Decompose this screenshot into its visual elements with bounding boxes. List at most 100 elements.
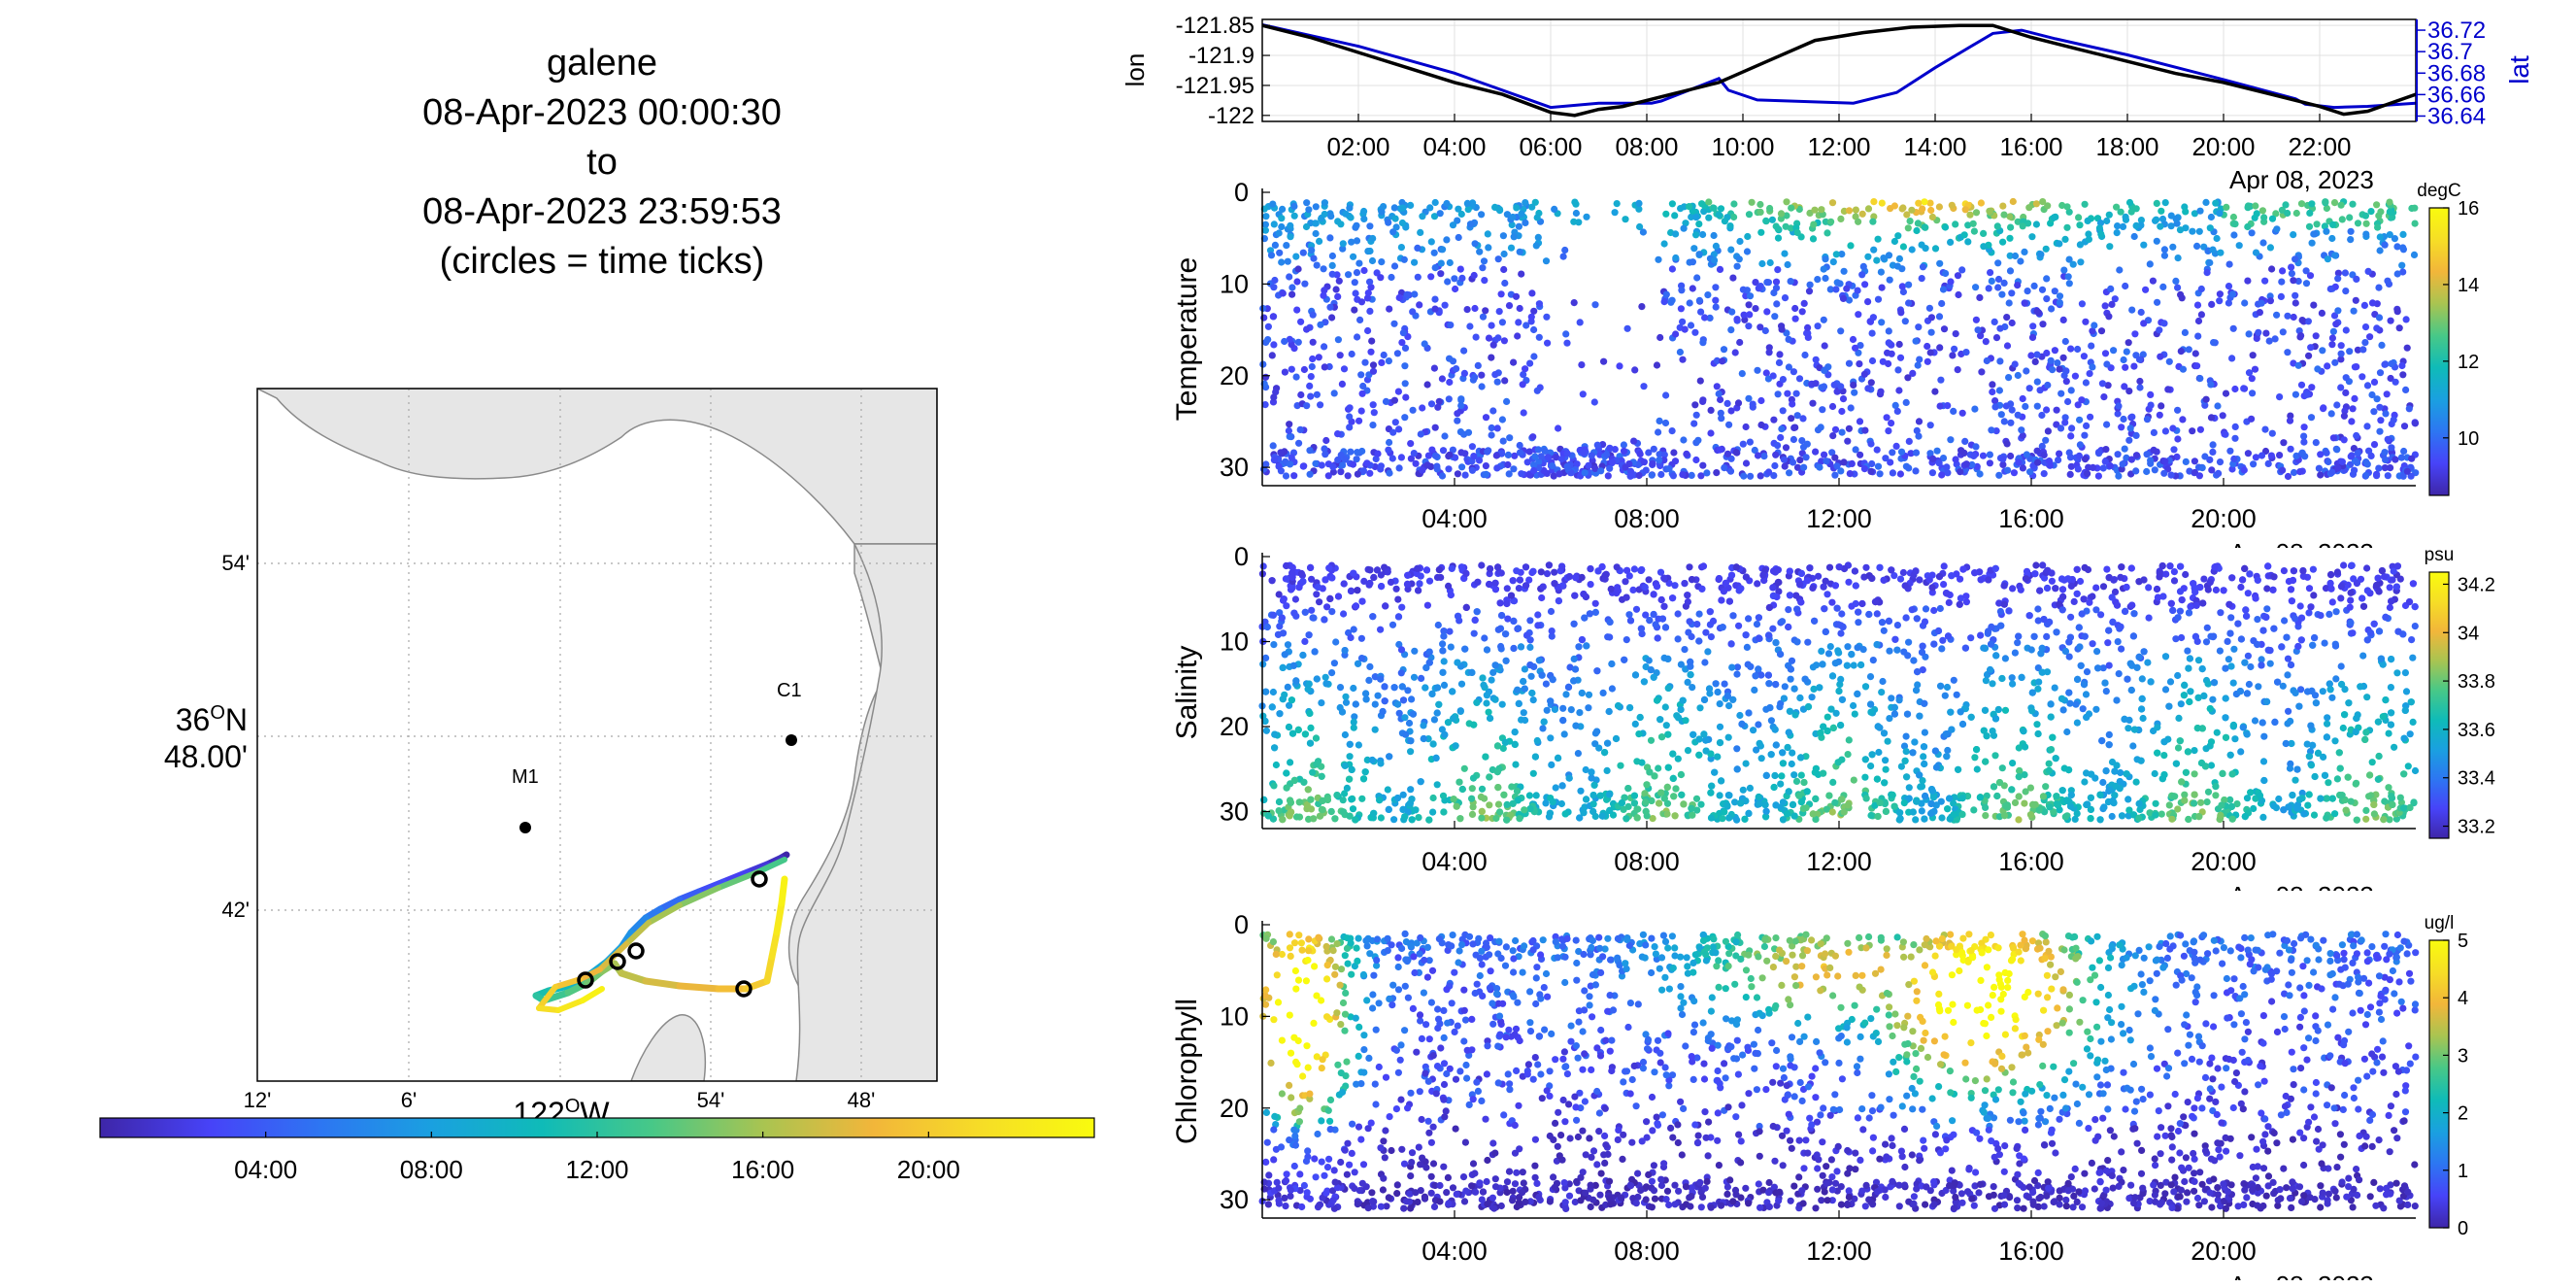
scatter-point [1367, 284, 1375, 291]
scatter-point [1570, 655, 1578, 663]
scatter-point [2406, 730, 2414, 738]
scatter-point [1429, 794, 1437, 802]
scatter-point [1882, 757, 1890, 764]
scatter-point [1898, 283, 1906, 290]
scatter-point [2310, 301, 2318, 309]
scatter-point [2162, 570, 2170, 578]
scatter-point [2342, 288, 2350, 295]
scatter-point [1321, 210, 1328, 219]
scatter-point [1994, 259, 2002, 267]
scatter-point [1631, 720, 1639, 729]
scatter-point [1279, 289, 1287, 297]
scatter-point [2103, 565, 2111, 573]
scatter-point [2393, 270, 2401, 278]
scatter-point [2207, 381, 2215, 389]
scatter-point [1780, 456, 1788, 463]
scatter-point [1648, 471, 1656, 479]
scatter-point [2025, 385, 2033, 392]
scatter-point [2143, 451, 2151, 458]
scatter-point [1270, 393, 1278, 401]
scatter-point [1447, 643, 1455, 651]
scatter-point [1943, 683, 1952, 692]
scatter-point [2398, 361, 2406, 370]
scatter-point [1552, 784, 1559, 792]
scatter-point [1478, 371, 1486, 379]
scatter-point [1407, 455, 1415, 462]
scatter-point [2258, 207, 2266, 215]
scatter-point [2105, 313, 2113, 321]
scatter-point [2140, 241, 2148, 249]
scatter-point [2136, 384, 2144, 391]
scatter-point [2342, 389, 2350, 396]
scatter-point [1912, 449, 1921, 457]
scatter-point [1718, 415, 1725, 423]
scatter-point [2328, 334, 2336, 342]
scatter-point [2174, 435, 2182, 443]
scatter-point [1748, 198, 1756, 206]
scatter-point [2276, 393, 2284, 401]
scatter-point [1385, 446, 1392, 454]
scatter-point [1361, 358, 1369, 366]
scatter-point [2104, 382, 2112, 390]
scatter-point [1751, 686, 1758, 695]
scatter-point [1656, 417, 1663, 424]
scatter-point [1337, 468, 1345, 476]
scatter-point [1630, 565, 1638, 573]
scatter-point [1360, 266, 1368, 275]
scatter-point [2035, 678, 2043, 686]
scatter-point [1472, 333, 1480, 341]
scatter-point [1330, 660, 1338, 667]
scatter-point [1721, 680, 1728, 688]
scatter-point [2392, 456, 2399, 463]
scatter-point [1312, 229, 1320, 238]
scatter-point [1412, 459, 1420, 467]
scatter-point [1958, 266, 1966, 274]
scatter-point [2307, 414, 2316, 422]
scatter-point [1674, 610, 1682, 618]
scatter-point [2219, 412, 2226, 420]
scatter-point [1636, 222, 1644, 231]
scatter-point [1346, 424, 1354, 431]
scatter-point [1556, 470, 1563, 478]
scatter-point [2387, 684, 2394, 692]
ts-ylabel-right: lat [2504, 55, 2534, 85]
scatter-point [1353, 237, 1361, 245]
scatter-point [2042, 436, 2050, 444]
scatter-point [2021, 299, 2028, 307]
scatter-point [1369, 422, 1377, 429]
scatter-point [1988, 426, 1995, 434]
time-tick-circle-3 [577, 971, 594, 989]
scatter-point [2231, 423, 2239, 430]
scatter-point [1270, 341, 1278, 349]
scatter-point [1275, 807, 1283, 815]
scatter-point [2196, 207, 2204, 215]
scatter-point [2066, 454, 2075, 461]
scatter-point [1477, 793, 1485, 801]
scatter-point [1655, 255, 1662, 263]
scatter-point [1282, 472, 1290, 480]
scatter-point [1957, 575, 1964, 583]
scatter-point [2213, 234, 2221, 243]
scatter-point [2259, 239, 2267, 247]
scatter-point [1795, 375, 1804, 383]
scatter-point [1421, 340, 1428, 348]
scatter-point [1742, 423, 1750, 431]
scatter-point [1972, 209, 1981, 217]
scatter-point [1809, 663, 1817, 671]
scatter-point [1913, 426, 1921, 434]
scatter-point [2028, 233, 2036, 241]
scatter-point [2092, 606, 2100, 614]
scatter-point [1822, 255, 1829, 263]
scatter-point [1339, 240, 1347, 248]
scatter-point [1454, 410, 1461, 418]
scatter-point [1478, 211, 1486, 219]
scatter-point [1593, 441, 1601, 449]
scatter-point [1809, 235, 1818, 243]
scatter-point [1838, 610, 1846, 618]
scatter-point [1321, 199, 1328, 207]
scatter-point [1480, 257, 1489, 265]
scatter-point [1388, 273, 1395, 282]
scatter-point [1761, 326, 1769, 335]
scatter-point [1649, 459, 1656, 467]
